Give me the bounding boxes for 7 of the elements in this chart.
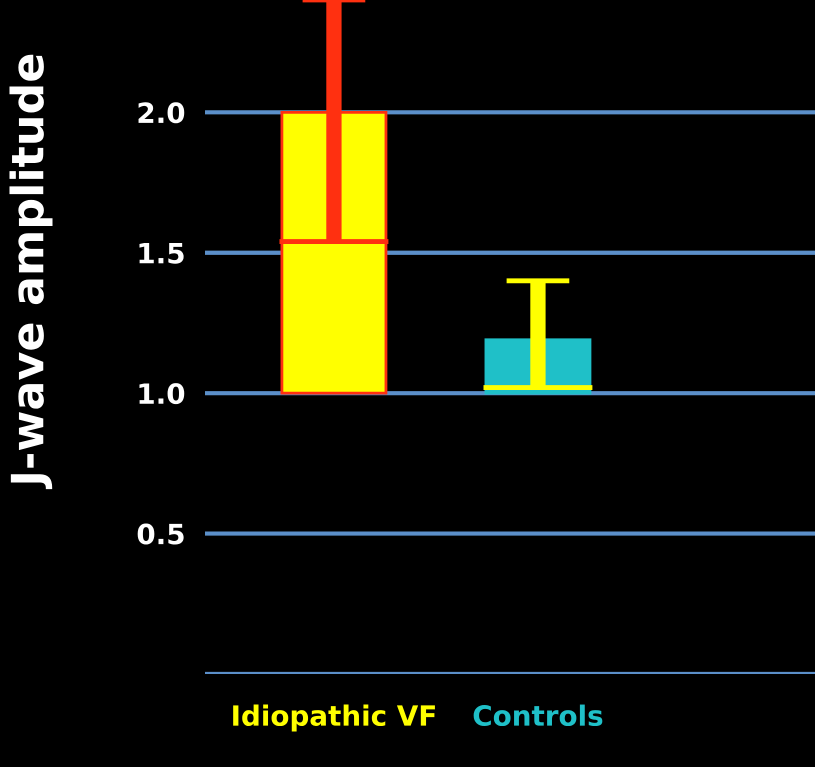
x-tick-label: Controls (474, 704, 602, 726)
y-tick-label: 1.0 (139, 383, 184, 404)
y-tick-label: 2.0 (138, 102, 184, 124)
x-tick-label: Idiopathic VF (233, 704, 435, 732)
y-axis-title: J-wave amplitude (9, 54, 52, 490)
y-tick-label: 0.5 (138, 524, 184, 545)
y-tick-label: 1.5 (139, 243, 184, 264)
